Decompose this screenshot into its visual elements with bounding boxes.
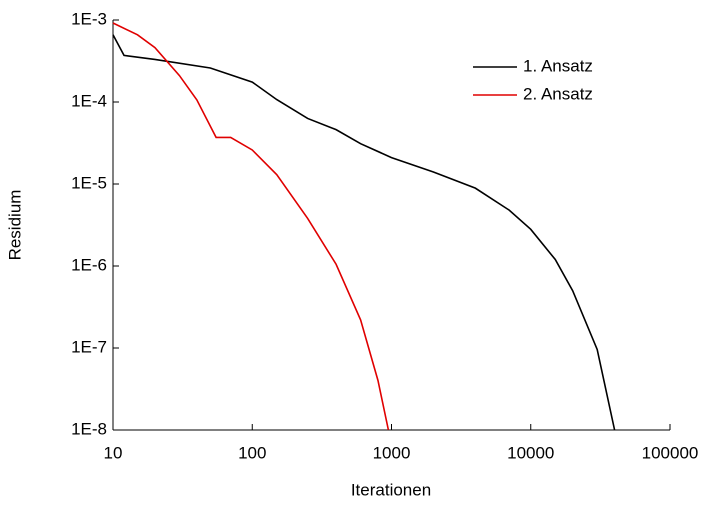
x-tick-label: 10: [104, 443, 123, 462]
y-tick-label: 1E-4: [71, 91, 107, 110]
series-line: [112, 34, 616, 431]
legend-label: 2. Ansatz: [523, 84, 593, 103]
x-tick-label: 1000: [373, 443, 411, 462]
y-tick-label: 1E-8: [71, 419, 107, 438]
y-tick-label: 1E-3: [71, 9, 107, 28]
series-line: [112, 22, 390, 431]
y-axis-label: Residium: [5, 190, 24, 261]
y-tick-label: 1E-7: [71, 337, 107, 356]
x-tick-label: 100000: [642, 443, 699, 462]
y-tick-label: 1E-6: [71, 255, 107, 274]
x-axis-label: Iterationen: [351, 480, 431, 499]
x-tick-label: 100: [238, 443, 266, 462]
legend-label: 1. Ansatz: [523, 56, 593, 75]
x-tick-label: 10000: [507, 443, 554, 462]
y-tick-label: 1E-5: [71, 173, 107, 192]
